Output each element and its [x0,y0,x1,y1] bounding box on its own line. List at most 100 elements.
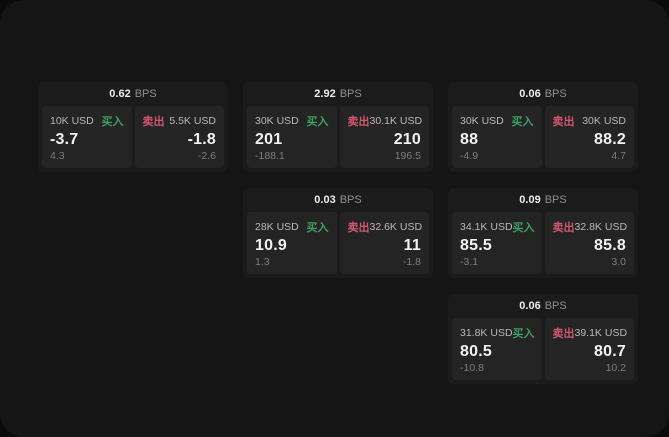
bps-value: 0.06 [519,300,541,312]
quote-card-6: 0.06 BPS 31.8K USD 买入 80.5 -10.8 卖出 39.1… [448,294,638,384]
sell-price: -1.8 [187,130,216,148]
sell-sub-value: 196.5 [394,150,421,162]
sell-amount: 30.1K USD [369,115,423,127]
bps-unit-label: BPS [544,88,567,100]
buy-sell-panels: 34.1K USD 买入 85.5 -3.1 卖出 32.8K USD 85.8… [452,212,634,274]
bps-value: 2.92 [314,88,336,100]
bps-unit-label: BPS [544,194,567,206]
buy-sub-value: -4.9 [460,150,479,162]
card-header: 2.92 BPS [243,82,433,106]
bps-value: 0.62 [109,88,131,100]
buy-sub-value: 4.3 [50,150,65,162]
sell-price: 210 [393,130,421,148]
buy-price: 85.5 [460,236,492,254]
buy-panel-top: 10K USD 买入 [50,113,124,129]
buy-price: -3.7 [50,130,79,148]
sell-panel-top: 卖出 30.1K USD [347,113,423,129]
buy-sub-value: -188.1 [255,150,285,162]
buy-amount: 31.8K USD [460,327,513,339]
sell-side-label: 卖出 [552,328,575,340]
sell-panel-top: 卖出 39.1K USD [552,325,628,341]
buy-panel[interactable]: 30K USD 买入 88 -4.9 [452,106,542,168]
buy-panel-top: 30K USD 买入 [460,113,534,129]
buy-price: 80.5 [460,342,492,360]
buy-amount: 28K USD [255,221,299,233]
buy-sell-panels: 30K USD 买入 201 -188.1 卖出 30.1K USD 210 1… [247,106,429,168]
buy-amount: 30K USD [255,115,299,127]
sell-amount: 5.5K USD [169,115,216,127]
sell-price: 85.8 [594,236,626,254]
buy-side-label: 买入 [101,116,124,128]
bps-value: 0.03 [314,194,336,206]
buy-sell-panels: 31.8K USD 买入 80.5 -10.8 卖出 39.1K USD 80.… [452,318,634,380]
sell-price: 80.7 [594,342,626,360]
sell-sub-value: 3.0 [611,256,626,268]
quote-card-4: 0.03 BPS 28K USD 买入 10.9 1.3 卖出 32.6K US… [243,188,433,278]
buy-sub-value: 1.3 [255,256,270,268]
buy-side-label: 买入 [306,222,329,234]
card-header: 0.03 BPS [243,188,433,212]
sell-panel-top: 卖出 5.5K USD [143,113,217,129]
card-header: 0.62 BPS [38,82,228,106]
bps-unit-label: BPS [339,194,362,206]
bps-unit-label: BPS [339,88,362,100]
buy-panel-top: 31.8K USD 买入 [460,325,535,341]
buy-panel[interactable]: 34.1K USD 买入 85.5 -3.1 [452,212,542,274]
buy-price: 201 [255,130,283,148]
bps-value: 0.09 [519,194,541,206]
buy-side-label: 买入 [511,116,534,128]
buy-price: 10.9 [255,236,287,254]
card-header: 0.06 BPS [448,82,638,106]
sell-amount: 39.1K USD [574,327,628,339]
sell-panel[interactable]: 卖出 32.6K USD 11 -1.8 [339,212,429,274]
buy-amount: 30K USD [460,115,504,127]
sell-side-label: 卖出 [552,116,575,128]
quote-cards-grid: 0.62 BPS 10K USD 买入 -3.7 4.3 卖出 5.5K USD [38,82,638,384]
sell-price: 88.2 [594,130,626,148]
card-header: 0.09 BPS [448,188,638,212]
buy-sub-value: -3.1 [460,256,479,268]
quote-card-2: 2.92 BPS 30K USD 买入 201 -188.1 卖出 30.1K … [243,82,433,172]
sell-sub-value: -2.6 [197,150,216,162]
sell-sub-value: 4.7 [611,150,626,162]
sell-side-label: 卖出 [347,222,370,234]
buy-amount: 34.1K USD [460,221,513,233]
sell-panel-top: 卖出 30K USD [553,113,627,129]
sell-amount: 32.6K USD [369,221,423,233]
buy-side-label: 买入 [512,222,535,234]
sell-panel-top: 卖出 32.8K USD [552,219,628,235]
bps-unit-label: BPS [134,88,157,100]
buy-price: 88 [460,130,479,148]
sell-price: 11 [403,236,421,254]
sell-panel[interactable]: 卖出 30K USD 88.2 4.7 [544,106,634,168]
sell-side-label: 卖出 [142,116,165,128]
bps-unit-label: BPS [544,300,567,312]
buy-side-label: 买入 [306,116,329,128]
buy-amount: 10K USD [50,115,94,127]
sell-side-label: 卖出 [552,222,575,234]
buy-panel-top: 34.1K USD 买入 [460,219,535,235]
sell-panel[interactable]: 卖出 39.1K USD 80.7 10.2 [544,318,634,380]
buy-panel[interactable]: 31.8K USD 买入 80.5 -10.8 [452,318,542,380]
buy-panel[interactable]: 28K USD 买入 10.9 1.3 [247,212,337,274]
sell-amount: 32.8K USD [574,221,628,233]
card-header: 0.06 BPS [448,294,638,318]
buy-panel[interactable]: 30K USD 买入 201 -188.1 [247,106,337,168]
buy-panel-top: 28K USD 买入 [255,219,329,235]
buy-panel-top: 30K USD 买入 [255,113,329,129]
sell-side-label: 卖出 [347,116,370,128]
buy-sub-value: -10.8 [460,362,484,374]
sell-panel[interactable]: 卖出 30.1K USD 210 196.5 [339,106,429,168]
sell-amount: 30K USD [582,115,626,127]
sell-panel[interactable]: 卖出 5.5K USD -1.8 -2.6 [134,106,224,168]
quote-card-5: 0.09 BPS 34.1K USD 买入 85.5 -3.1 卖出 32.8K… [448,188,638,278]
quote-card-1: 0.62 BPS 10K USD 买入 -3.7 4.3 卖出 5.5K USD [38,82,228,172]
quote-card-3: 0.06 BPS 30K USD 买入 88 -4.9 卖出 30K USD [448,82,638,172]
sell-panel-top: 卖出 32.6K USD [347,219,423,235]
sell-sub-value: 10.2 [605,362,626,374]
sell-panel[interactable]: 卖出 32.8K USD 85.8 3.0 [544,212,634,274]
buy-side-label: 买入 [512,328,535,340]
sell-sub-value: -1.8 [402,256,421,268]
buy-panel[interactable]: 10K USD 买入 -3.7 4.3 [42,106,132,168]
